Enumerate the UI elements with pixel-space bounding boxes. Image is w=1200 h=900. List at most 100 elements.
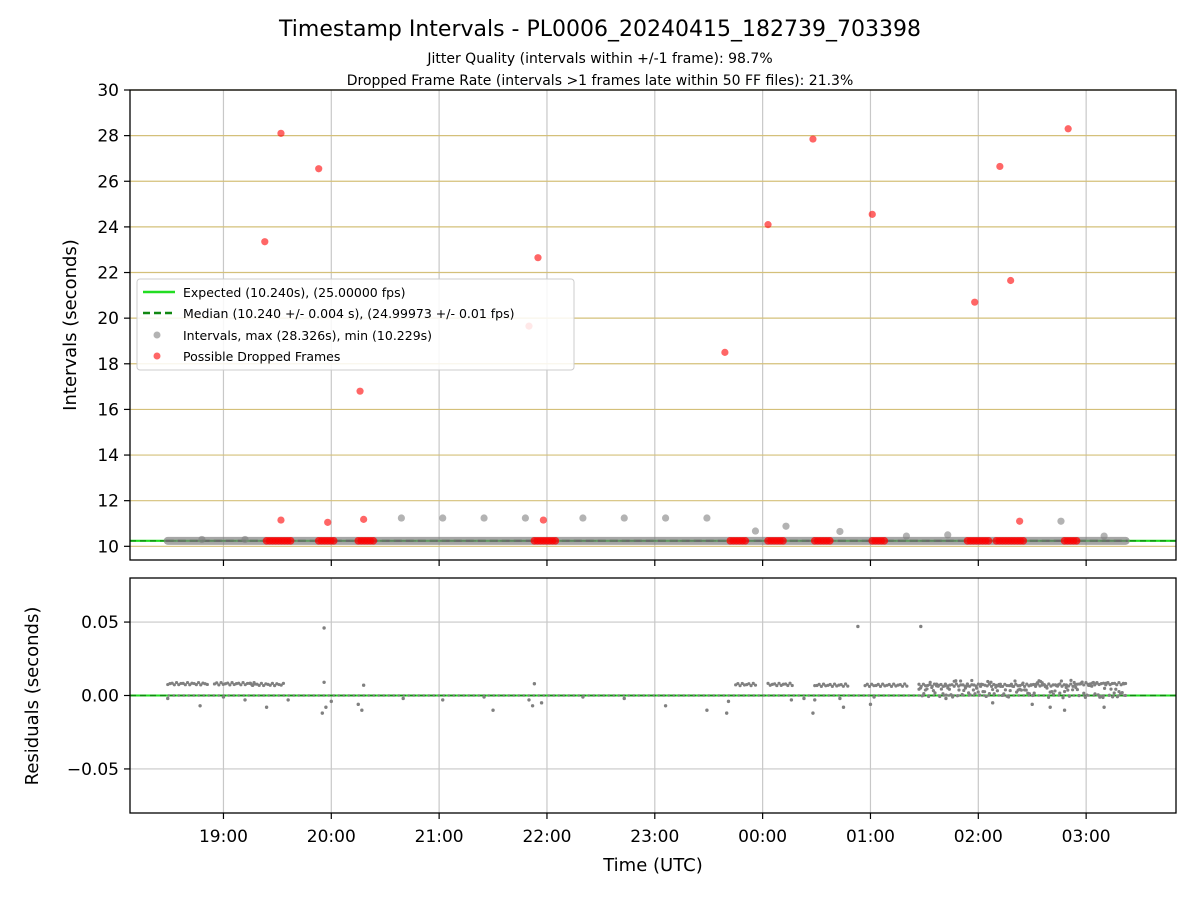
residual-point <box>819 684 823 689</box>
x-tick-label: 20:00 <box>307 827 356 847</box>
residual-point <box>947 687 951 691</box>
y-tick-label: 18 <box>97 355 119 375</box>
residual-point <box>726 699 731 704</box>
residual-point <box>230 680 234 685</box>
y-tick-label: 22 <box>97 264 119 284</box>
intervals-panel: 10 12 14 16 18 20 22 24 26 28 30 Intervals (second… <box>60 81 1177 566</box>
residual-point <box>976 682 980 686</box>
interval-point <box>902 532 911 540</box>
dropped-frame-point <box>1064 125 1072 133</box>
residual-point <box>887 682 891 687</box>
residual-point <box>1003 688 1007 692</box>
residual-point <box>790 683 794 688</box>
residual-point <box>1064 685 1068 690</box>
dropped-frame-point <box>277 516 285 524</box>
residual-point <box>205 682 209 687</box>
residual-point <box>1115 683 1119 687</box>
residual-point <box>994 685 998 689</box>
residual-point <box>1062 708 1067 712</box>
residual-point <box>1080 680 1084 684</box>
dropped-frame-point <box>324 518 332 526</box>
y-tick-label: 12 <box>97 492 119 512</box>
legend-median-label: Median (10.240 +/- 0.004 s), (24.99973 +… <box>183 306 514 321</box>
legend-intervals-swatch <box>153 331 161 339</box>
residual-point <box>539 701 544 705</box>
residual-point <box>900 684 905 688</box>
dropped-frame-point <box>286 537 295 545</box>
residual-point <box>1117 689 1121 694</box>
residual-point <box>1006 695 1011 699</box>
residual-point <box>989 684 994 688</box>
residual-point <box>1024 688 1028 692</box>
residual-point <box>944 696 948 701</box>
residual-point <box>1062 689 1067 694</box>
residual-point <box>1050 689 1054 694</box>
residual-point <box>1025 682 1029 686</box>
residual-point <box>789 698 794 702</box>
y-tick-label: 0.05 <box>81 613 119 633</box>
residual-point <box>1085 693 1089 697</box>
residual-point <box>1066 688 1070 692</box>
residual-point <box>788 681 792 685</box>
residual-point <box>1066 684 1071 688</box>
residual-point <box>532 682 537 686</box>
interval-point <box>439 514 447 522</box>
x-tick-label: 00:00 <box>738 827 787 847</box>
residual-point <box>939 687 943 691</box>
residual-point <box>1110 695 1115 699</box>
dropped-frame-point <box>261 238 269 246</box>
residual-point <box>1032 691 1036 695</box>
residual-point <box>1091 680 1095 685</box>
interval-point <box>620 514 628 522</box>
dropped-frame-point <box>996 162 1004 171</box>
residual-point <box>832 682 837 686</box>
dropped-frame-point <box>329 537 338 545</box>
x-tick-label: 03:00 <box>1062 827 1111 847</box>
residual-point <box>987 692 991 696</box>
residual-point <box>1069 678 1073 682</box>
y-tick-label: 28 <box>97 127 119 147</box>
interval-point <box>944 531 952 539</box>
residual-point <box>965 684 969 688</box>
dropped-frame-point <box>1072 537 1081 545</box>
residual-point <box>952 684 956 688</box>
residual-point <box>1083 695 1087 700</box>
residual-point <box>930 685 934 690</box>
residual-point <box>1122 682 1126 686</box>
interval-point <box>521 514 529 522</box>
residual-point <box>968 693 972 697</box>
residual-point <box>841 705 846 709</box>
residual-point <box>976 690 980 694</box>
residual-point <box>982 690 987 694</box>
residual-point <box>286 698 290 702</box>
residual-point <box>942 684 947 688</box>
residual-point <box>990 687 995 692</box>
residual-point <box>1022 684 1027 688</box>
residual-point <box>1114 687 1118 691</box>
residual-point <box>958 679 963 683</box>
residual-point <box>974 686 979 690</box>
residual-point <box>950 695 955 699</box>
dropped-frame-point <box>534 254 542 262</box>
residual-point <box>846 684 850 688</box>
residual-point <box>1084 681 1088 685</box>
interval-point <box>661 514 670 522</box>
residual-point <box>962 688 966 693</box>
residual-point <box>1101 681 1106 685</box>
residual-point <box>1102 705 1106 709</box>
residual-point <box>1072 680 1076 685</box>
interval-point <box>1057 517 1065 525</box>
residual-point <box>262 683 266 688</box>
residual-point <box>237 681 241 685</box>
residual-point <box>938 694 942 699</box>
residuals-x-axis: 19:00 20:00 21:00 22:00 23:00 00:00 01:00 02:00… <box>199 813 1111 847</box>
figure-subtitle-jitter: Jitter Quality (intervals within +/-1 fr… <box>426 51 772 67</box>
legend: Expected (10.240s), (25.00000 fps) Media… <box>136 278 575 371</box>
legend-expected-label: Expected (10.240s), (25.00000 fps) <box>183 285 405 300</box>
residual-point <box>1051 692 1055 696</box>
residual-point <box>1082 683 1086 687</box>
residual-point <box>775 683 779 688</box>
residual-point <box>1056 683 1060 687</box>
residuals-y-axis-label: Residuals (seconds) <box>22 607 43 786</box>
